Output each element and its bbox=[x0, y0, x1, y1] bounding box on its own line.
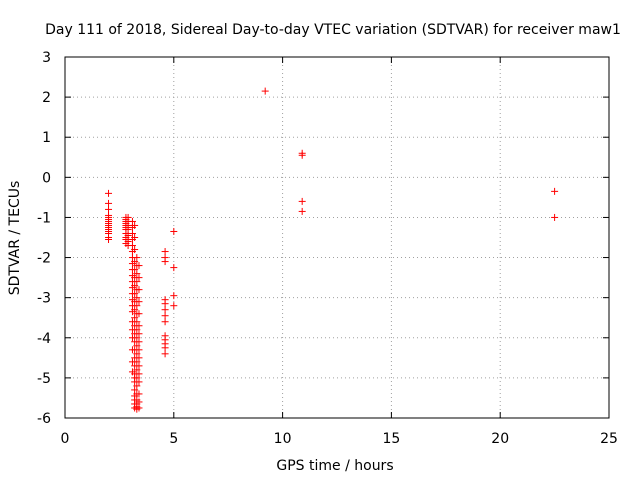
data-points bbox=[105, 87, 559, 413]
grid-lines bbox=[65, 57, 609, 418]
data-point bbox=[161, 300, 169, 308]
data-point bbox=[161, 312, 169, 320]
axis-ticks: 0 5 10 15 20 25 -6 -5 -4 -3 -2 -1 0 1 2 3 bbox=[37, 50, 618, 447]
data-point bbox=[105, 199, 113, 207]
data-point bbox=[298, 149, 306, 157]
data-point bbox=[170, 302, 178, 310]
data-point bbox=[131, 290, 139, 298]
data-point bbox=[298, 207, 306, 215]
data-point bbox=[131, 258, 139, 266]
data-point bbox=[135, 354, 143, 362]
data-point bbox=[133, 358, 141, 366]
data-point bbox=[161, 258, 169, 266]
y-tick-label: 1 bbox=[42, 130, 51, 146]
y-tick-label: 3 bbox=[42, 50, 51, 66]
data-point bbox=[128, 242, 136, 250]
data-point bbox=[133, 374, 141, 382]
x-tick-label: 10 bbox=[274, 431, 292, 447]
y-tick-label: -4 bbox=[37, 331, 51, 347]
data-point bbox=[161, 350, 169, 358]
plot-frame bbox=[64, 56, 610, 419]
data-point bbox=[298, 197, 306, 205]
y-axis-label: SDTVAR / TECUs bbox=[7, 181, 23, 296]
data-point bbox=[133, 318, 141, 326]
data-point bbox=[135, 390, 143, 398]
data-point bbox=[133, 334, 141, 342]
y-tick-label: 0 bbox=[42, 170, 51, 186]
data-point bbox=[131, 314, 139, 322]
x-tick-label: 20 bbox=[491, 431, 509, 447]
data-point bbox=[105, 236, 113, 244]
data-point bbox=[135, 404, 143, 412]
y-tick-label: -2 bbox=[37, 251, 51, 267]
data-point bbox=[131, 266, 139, 274]
data-point bbox=[161, 306, 169, 314]
data-point bbox=[133, 366, 141, 374]
data-point bbox=[131, 386, 139, 394]
data-point bbox=[135, 286, 143, 294]
data-point bbox=[170, 227, 178, 235]
data-point bbox=[133, 278, 141, 286]
data-point bbox=[135, 346, 143, 354]
y-tick-label: -1 bbox=[37, 210, 51, 226]
data-point bbox=[135, 362, 143, 370]
data-point bbox=[551, 187, 559, 195]
y-tick-label: -3 bbox=[37, 291, 51, 307]
data-point bbox=[133, 342, 141, 350]
data-point bbox=[105, 189, 113, 197]
data-point bbox=[161, 318, 169, 326]
data-point bbox=[135, 274, 143, 282]
data-point bbox=[135, 310, 143, 318]
data-point bbox=[135, 330, 143, 338]
data-point bbox=[161, 248, 169, 256]
data-point bbox=[551, 213, 559, 221]
data-point bbox=[124, 225, 132, 233]
data-point bbox=[128, 229, 136, 237]
y-tick-label: -6 bbox=[37, 411, 51, 427]
x-tick-label: 5 bbox=[169, 431, 178, 447]
data-point bbox=[131, 306, 139, 314]
data-point bbox=[128, 217, 136, 225]
x-tick-label: 0 bbox=[61, 431, 70, 447]
data-point bbox=[135, 378, 143, 386]
data-point bbox=[135, 322, 143, 330]
data-point bbox=[135, 370, 143, 378]
data-point bbox=[135, 398, 143, 406]
data-point bbox=[131, 282, 139, 290]
data-point bbox=[131, 221, 139, 229]
data-point bbox=[131, 246, 139, 254]
data-point bbox=[133, 326, 141, 334]
data-point bbox=[133, 382, 141, 390]
data-point bbox=[133, 254, 141, 262]
data-point bbox=[135, 262, 143, 270]
data-point bbox=[133, 270, 141, 278]
data-point bbox=[133, 302, 141, 310]
data-point bbox=[105, 205, 113, 213]
data-point bbox=[161, 344, 169, 352]
data-point bbox=[170, 264, 178, 272]
data-point bbox=[135, 298, 143, 306]
data-point bbox=[131, 234, 139, 241]
data-point bbox=[170, 292, 178, 300]
data-point bbox=[135, 338, 143, 346]
data-point bbox=[133, 350, 141, 358]
chart-title: Day 111 of 2018, Sidereal Day-to-day VTE… bbox=[45, 22, 621, 38]
x-tick-label: 25 bbox=[600, 431, 618, 447]
data-point bbox=[261, 87, 269, 95]
y-tick-label: 2 bbox=[42, 90, 51, 106]
y-tick-label: -5 bbox=[37, 371, 51, 387]
x-tick-label: 15 bbox=[382, 431, 400, 447]
data-point bbox=[133, 294, 141, 302]
x-axis-label: GPS time / hours bbox=[276, 458, 393, 474]
